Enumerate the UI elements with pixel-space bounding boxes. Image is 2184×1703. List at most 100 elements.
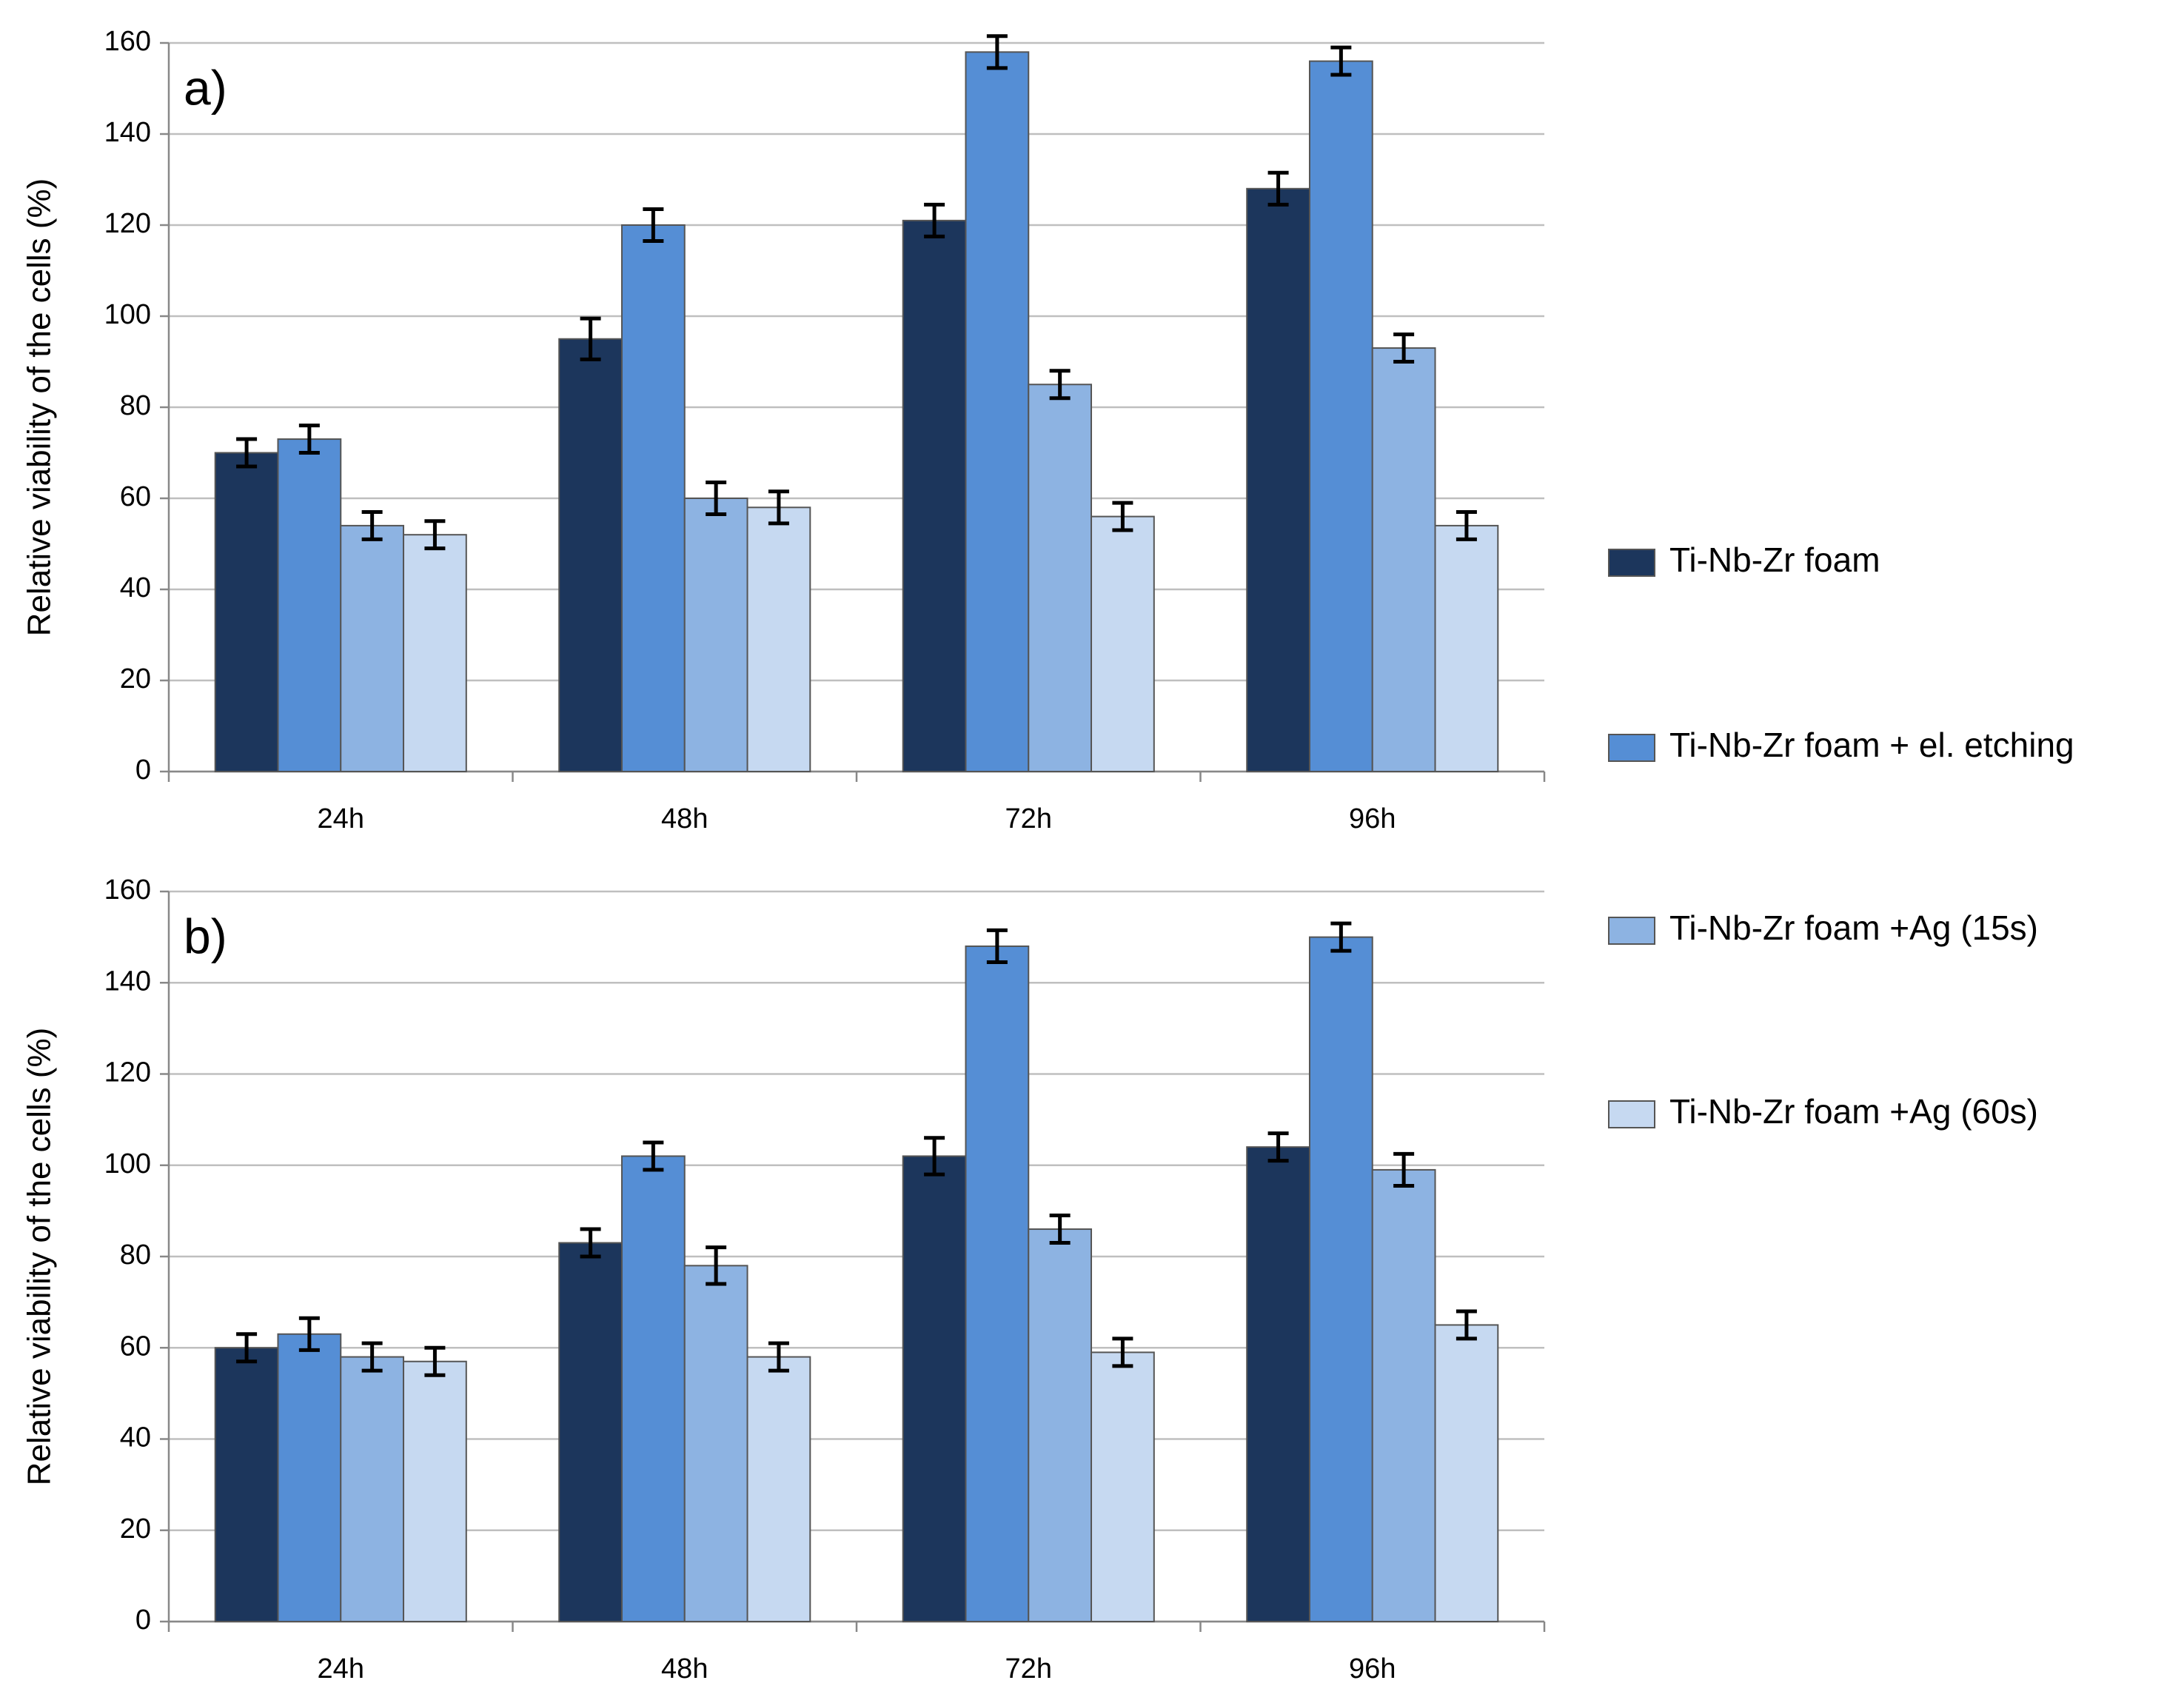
y-tick-label: 80	[120, 390, 151, 421]
bar	[746, 506, 811, 772]
error-bar	[361, 509, 383, 541]
legend-swatch	[1608, 1100, 1655, 1128]
y-tick-label: 0	[135, 755, 151, 786]
bar	[965, 51, 1030, 773]
bar	[1371, 347, 1436, 772]
panel-label: a)	[184, 60, 227, 115]
bar	[683, 1265, 748, 1622]
error-bar	[298, 1316, 320, 1352]
y-tick-label: 20	[120, 1513, 151, 1545]
bar	[214, 452, 279, 772]
y-tick-label: 100	[104, 1148, 151, 1180]
y-tick-label: 160	[104, 26, 151, 57]
bar	[1091, 515, 1155, 772]
bar	[1371, 1168, 1436, 1622]
error-bar	[706, 480, 727, 517]
y-tick-label: 120	[104, 1057, 151, 1088]
error-bar	[986, 34, 1008, 70]
bar	[1308, 60, 1373, 773]
y-tick-label: 60	[120, 481, 151, 512]
bar	[403, 534, 467, 772]
error-bar	[1049, 369, 1071, 401]
bar	[1028, 384, 1093, 772]
bar	[214, 1347, 279, 1622]
error-bar	[580, 1227, 601, 1259]
bar	[965, 945, 1030, 1622]
legend-label: Ti-Nb-Zr foam	[1669, 541, 1880, 579]
y-tick-label: 60	[120, 1331, 151, 1362]
error-bar	[424, 519, 446, 551]
error-bar	[924, 1136, 945, 1177]
y-tick-label: 0	[135, 1605, 151, 1636]
y-tick-label: 40	[120, 572, 151, 603]
y-tick-label: 140	[104, 117, 151, 148]
bar	[1308, 936, 1373, 1622]
bar	[1091, 1351, 1155, 1622]
x-tick-label: 96h	[1349, 803, 1396, 834]
error-bar	[924, 202, 945, 238]
x-tick-label: 72h	[1005, 803, 1052, 834]
legend-swatch	[1608, 917, 1655, 945]
legend-swatch	[1608, 549, 1655, 577]
error-bar	[1393, 332, 1415, 364]
bar	[558, 338, 623, 772]
error-bar	[986, 928, 1008, 965]
y-axis-title: Relative viability of the cells (%)	[21, 178, 58, 637]
bar	[558, 1242, 623, 1622]
error-bar	[580, 316, 601, 361]
error-bar	[298, 424, 320, 455]
bar	[403, 1360, 467, 1623]
bar	[746, 1356, 811, 1622]
bar	[1434, 524, 1499, 773]
x-tick-label: 24h	[318, 1653, 364, 1684]
y-tick-label: 20	[120, 663, 151, 695]
legend-label: Ti-Nb-Zr foam + el. etching	[1669, 726, 2074, 764]
y-tick-label: 120	[104, 208, 151, 239]
bar	[1434, 1324, 1499, 1622]
error-bar	[1393, 1151, 1415, 1188]
x-tick-label: 48h	[661, 1653, 708, 1684]
error-bar	[1267, 170, 1289, 207]
error-bar	[643, 1140, 664, 1172]
bar	[340, 1356, 405, 1622]
bar	[1028, 1228, 1093, 1622]
error-bar	[1112, 501, 1133, 532]
error-bar	[1330, 45, 1352, 77]
x-tick-label: 96h	[1349, 1653, 1396, 1684]
bar	[1246, 1146, 1310, 1622]
error-bar	[768, 1341, 789, 1373]
x-tick-label: 48h	[661, 803, 708, 834]
error-bar	[424, 1345, 446, 1377]
bar	[1246, 187, 1310, 773]
x-tick-label: 72h	[1005, 1653, 1052, 1684]
bar	[620, 224, 686, 772]
error-bar	[361, 1341, 383, 1373]
y-axis-title: Relative viability of the cells (%)	[21, 1028, 58, 1486]
error-bar	[236, 437, 258, 469]
bar	[277, 438, 342, 772]
error-bar	[1456, 509, 1477, 541]
error-bar	[768, 489, 789, 526]
bar	[340, 524, 405, 773]
y-tick-label: 80	[120, 1239, 151, 1271]
legend-swatch	[1608, 734, 1655, 762]
y-tick-label: 100	[104, 299, 151, 330]
error-bar	[706, 1245, 727, 1286]
error-bar	[236, 1332, 258, 1364]
bar	[902, 219, 967, 773]
legend-label: Ti-Nb-Zr foam +Ag (60s)	[1669, 1092, 2038, 1131]
bar	[620, 1155, 686, 1623]
bar	[277, 1333, 342, 1622]
y-tick-label: 160	[104, 874, 151, 906]
error-bar	[1330, 921, 1352, 953]
error-bar	[643, 207, 664, 244]
y-tick-label: 40	[120, 1422, 151, 1453]
bar	[683, 498, 748, 772]
error-bar	[1456, 1309, 1477, 1341]
y-tick-label: 140	[104, 966, 151, 997]
error-bar	[1112, 1336, 1133, 1368]
x-tick-label: 24h	[318, 803, 364, 834]
panel-label: b)	[184, 909, 227, 963]
error-bar	[1049, 1214, 1071, 1245]
